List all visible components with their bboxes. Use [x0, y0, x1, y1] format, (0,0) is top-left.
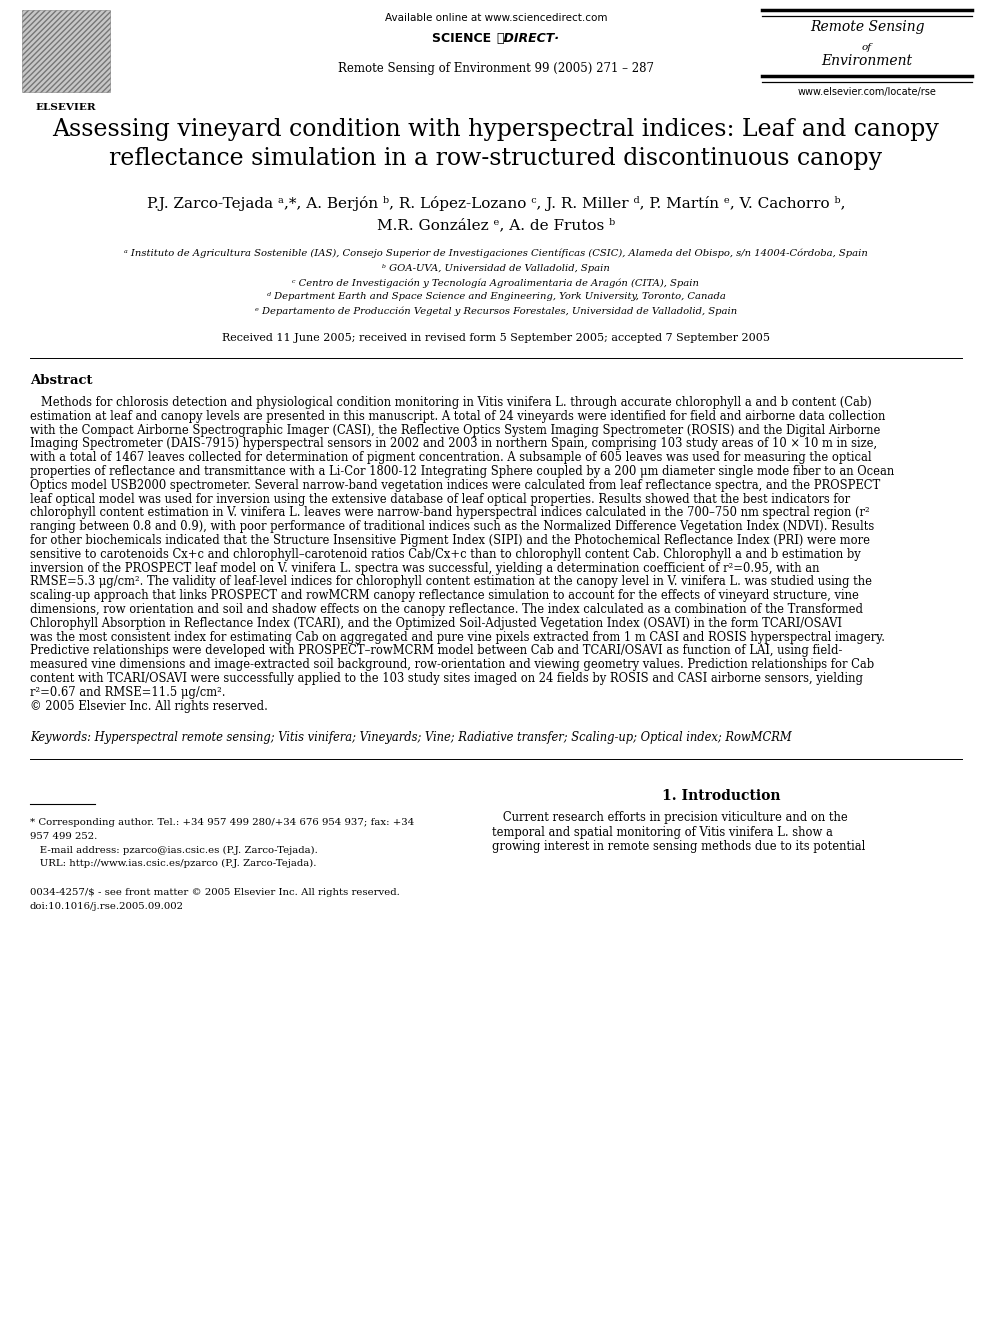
- Text: 0034-4257/$ - see front matter © 2005 Elsevier Inc. All rights reserved.: 0034-4257/$ - see front matter © 2005 El…: [30, 889, 400, 897]
- Text: ranging between 0.8 and 0.9), with poor performance of traditional indices such : ranging between 0.8 and 0.9), with poor …: [30, 520, 874, 533]
- Text: RMSE=5.3 μg/cm². The validity of leaf-level indices for chlorophyll content esti: RMSE=5.3 μg/cm². The validity of leaf-le…: [30, 576, 872, 589]
- Text: 957 499 252.: 957 499 252.: [30, 832, 97, 841]
- Text: Assessing vineyard condition with hyperspectral indices: Leaf and canopy: Assessing vineyard condition with hypers…: [53, 118, 939, 142]
- Text: Environment: Environment: [821, 54, 913, 67]
- Text: Abstract: Abstract: [30, 374, 92, 388]
- Text: Chlorophyll Absorption in Reflectance Index (TCARI), and the Optimized Soil-Adju: Chlorophyll Absorption in Reflectance In…: [30, 617, 842, 630]
- Text: SCIENCE: SCIENCE: [433, 32, 496, 45]
- Text: E-mail address: pzarco@ias.csic.es (P.J. Zarco-Tejada).: E-mail address: pzarco@ias.csic.es (P.J.…: [30, 845, 317, 855]
- Text: measured vine dimensions and image-extracted soil background, row-orientation an: measured vine dimensions and image-extra…: [30, 659, 874, 671]
- Text: chlorophyll content estimation in V. vinifera L. leaves were narrow-band hypersp: chlorophyll content estimation in V. vin…: [30, 507, 870, 520]
- Text: estimation at leaf and canopy levels are presented in this manuscript. A total o: estimation at leaf and canopy levels are…: [30, 410, 886, 423]
- Text: for other biochemicals indicated that the Structure Insensitive Pigment Index (S: for other biochemicals indicated that th…: [30, 534, 870, 546]
- Text: growing interest in remote sensing methods due to its potential: growing interest in remote sensing metho…: [492, 840, 865, 853]
- Text: URL: http://www.ias.csic.es/pzarco (P.J. Zarco-Tejada).: URL: http://www.ias.csic.es/pzarco (P.J.…: [30, 859, 316, 868]
- Text: www.elsevier.com/locate/rse: www.elsevier.com/locate/rse: [798, 87, 936, 97]
- Text: * Corresponding author. Tel.: +34 957 499 280/+34 676 954 937; fax: +34: * Corresponding author. Tel.: +34 957 49…: [30, 819, 415, 827]
- Bar: [22, 11, 110, 93]
- Text: Remote Sensing of Environment 99 (2005) 271 – 287: Remote Sensing of Environment 99 (2005) …: [338, 62, 654, 75]
- Text: sensitive to carotenoids Cx+c and chlorophyll–carotenoid ratios Cab/Cx+c than to: sensitive to carotenoids Cx+c and chloro…: [30, 548, 861, 561]
- Text: 1. Introduction: 1. Introduction: [662, 790, 781, 803]
- Text: ᶜ Centro de Investigación y Tecnología Agroalimentaria de Aragón (CITA), Spain: ᶜ Centro de Investigación y Tecnología A…: [293, 278, 699, 287]
- Text: © 2005 Elsevier Inc. All rights reserved.: © 2005 Elsevier Inc. All rights reserved…: [30, 700, 268, 713]
- Text: Optics model USB2000 spectrometer. Several narrow-band vegetation indices were c: Optics model USB2000 spectrometer. Sever…: [30, 479, 880, 492]
- Text: ᵃ Instituto de Agricultura Sostenible (IAS), Consejo Superior de Investigaciones: ᵃ Instituto de Agricultura Sostenible (I…: [124, 247, 868, 258]
- Text: Imaging Spectrometer (DAIS-7915) hyperspectral sensors in 2002 and 2003 in north: Imaging Spectrometer (DAIS-7915) hypersp…: [30, 438, 877, 450]
- Text: of: of: [862, 44, 872, 52]
- Text: with a total of 1467 leaves collected for determination of pigment concentration: with a total of 1467 leaves collected fo…: [30, 451, 872, 464]
- Text: properties of reflectance and transmittance with a Li-Cor 1800-12 Integrating Sp: properties of reflectance and transmitta…: [30, 464, 894, 478]
- Text: inversion of the PROSPECT leaf model on V. vinifera L. spectra was successful, y: inversion of the PROSPECT leaf model on …: [30, 561, 819, 574]
- Text: temporal and spatial monitoring of Vitis vinifera L. show a: temporal and spatial monitoring of Vitis…: [492, 826, 833, 839]
- Text: r²=0.67 and RMSE=11.5 μg/cm².: r²=0.67 and RMSE=11.5 μg/cm².: [30, 685, 225, 699]
- Text: ⓐDIRECT·: ⓐDIRECT·: [496, 32, 559, 45]
- Text: with the Compact Airborne Spectrographic Imager (CASI), the Reflective Optics Sy: with the Compact Airborne Spectrographic…: [30, 423, 880, 437]
- Text: Current research efforts in precision viticulture and on the: Current research efforts in precision vi…: [492, 811, 848, 824]
- Text: Predictive relationships were developed with PROSPECT–rowMCRM model between Cab : Predictive relationships were developed …: [30, 644, 842, 658]
- Text: M.R. González ᵉ, A. de Frutos ᵇ: M.R. González ᵉ, A. de Frutos ᵇ: [377, 218, 615, 232]
- Text: ᵉ Departamento de Producción Vegetal y Recursos Forestales, Universidad de Valla: ᵉ Departamento de Producción Vegetal y R…: [255, 306, 737, 315]
- Text: dimensions, row orientation and soil and shadow effects on the canopy reflectanc: dimensions, row orientation and soil and…: [30, 603, 863, 617]
- Text: doi:10.1016/j.rse.2005.09.002: doi:10.1016/j.rse.2005.09.002: [30, 902, 184, 912]
- Text: Keywords: Hyperspectral remote sensing; Vitis vinifera; Vineyards; Vine; Radiati: Keywords: Hyperspectral remote sensing; …: [30, 732, 792, 745]
- Text: ᵇ GOA-UVA, Universidad de Valladolid, Spain: ᵇ GOA-UVA, Universidad de Valladolid, Sp…: [382, 265, 610, 273]
- Text: ELSEVIER: ELSEVIER: [36, 103, 96, 112]
- Text: Remote Sensing: Remote Sensing: [809, 20, 925, 34]
- Text: reflectance simulation in a row-structured discontinuous canopy: reflectance simulation in a row-structur…: [109, 147, 883, 169]
- Text: Received 11 June 2005; received in revised form 5 September 2005; accepted 7 Sep: Received 11 June 2005; received in revis…: [222, 333, 770, 343]
- Text: Available online at www.sciencedirect.com: Available online at www.sciencedirect.co…: [385, 13, 607, 22]
- Text: ᵈ Department Earth and Space Science and Engineering, York University, Toronto, : ᵈ Department Earth and Space Science and…: [267, 292, 725, 302]
- Text: leaf optical model was used for inversion using the extensive database of leaf o: leaf optical model was used for inversio…: [30, 492, 850, 505]
- Text: P.J. Zarco-Tejada ᵃ,*, A. Berjón ᵇ, R. López-Lozano ᶜ, J. R. Miller ᵈ, P. Martín: P.J. Zarco-Tejada ᵃ,*, A. Berjón ᵇ, R. L…: [147, 196, 845, 210]
- Text: was the most consistent index for estimating Cab on aggregated and pure vine pix: was the most consistent index for estima…: [30, 631, 885, 643]
- Text: Methods for chlorosis detection and physiological condition monitoring in Vitis : Methods for chlorosis detection and phys…: [30, 396, 872, 409]
- Text: scaling-up approach that links PROSPECT and rowMCRM canopy reflectance simulatio: scaling-up approach that links PROSPECT …: [30, 589, 859, 602]
- Text: content with TCARI/OSAVI were successfully applied to the 103 study sites imaged: content with TCARI/OSAVI were successful…: [30, 672, 863, 685]
